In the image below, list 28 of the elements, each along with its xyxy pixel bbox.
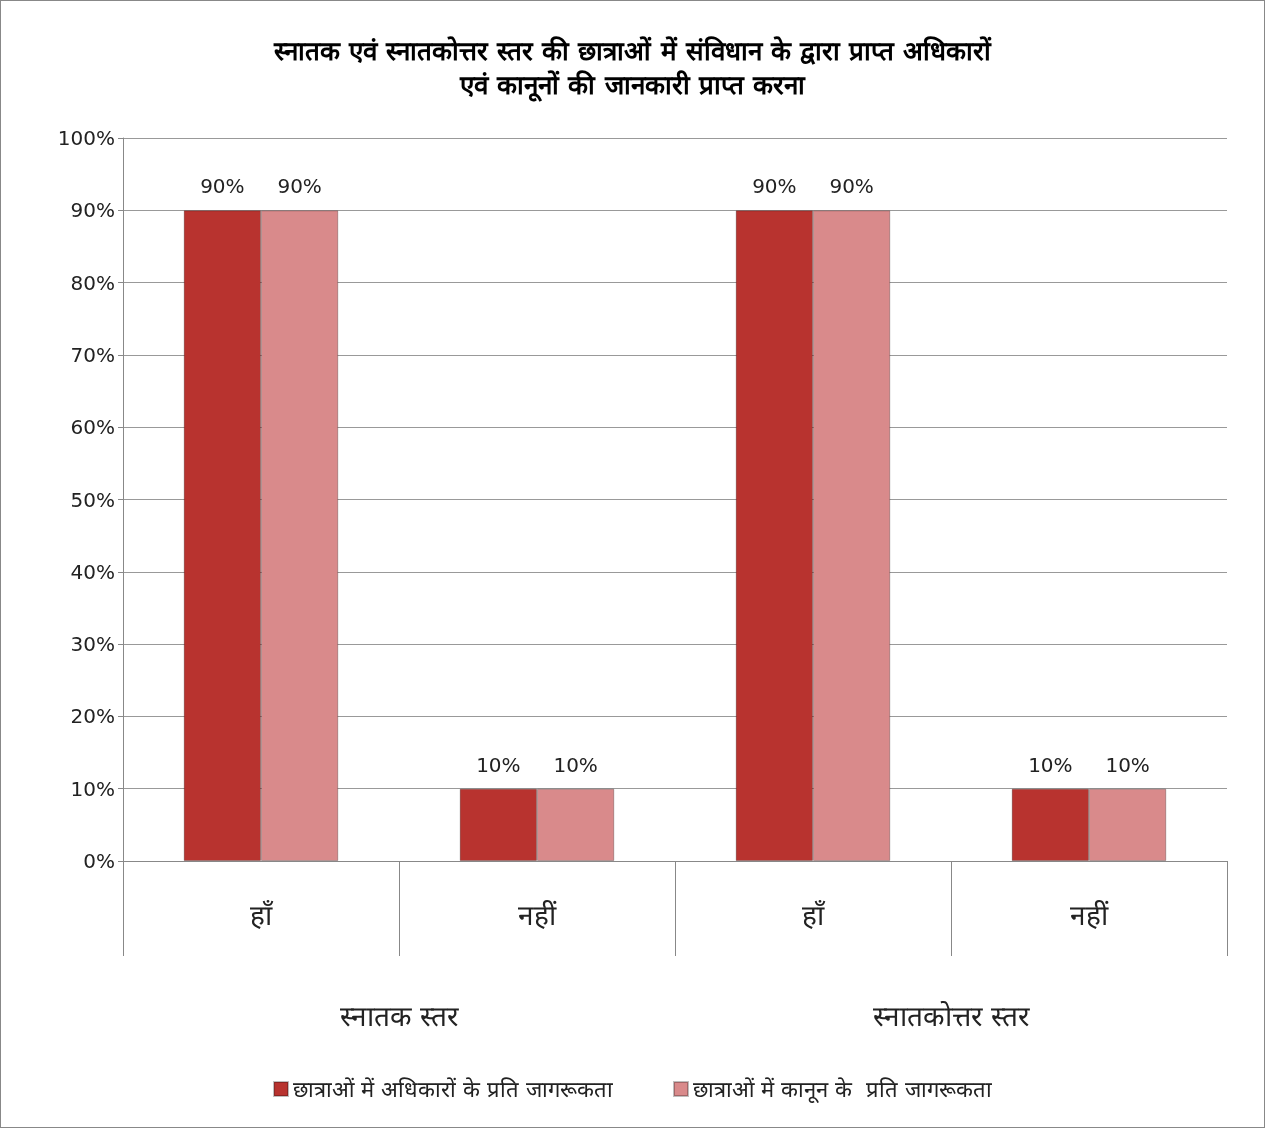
- y-tick-label: 100%: [57, 126, 115, 150]
- y-tick-label: 50%: [70, 487, 115, 512]
- y-tick-label: 10%: [70, 776, 115, 801]
- x-tick-label: हाँ: [802, 898, 826, 932]
- data-label: 90%: [200, 174, 245, 199]
- y-tick-label: 40%: [70, 559, 115, 584]
- chart-title: स्नातक एवं स्नातकोत्तर स्तर की छात्राओं में संविधान के द्वारा प्राप्त अधिकारों एवं कानूनों की जानकारी प्राप्त करना: [273, 36, 992, 102]
- y-tick-label: 0%: [83, 849, 115, 873]
- text: स्नातकोत्तर स्तर: [873, 999, 1030, 1033]
- data-label: 10%: [553, 752, 598, 777]
- y-tick-label: 30%: [70, 632, 115, 657]
- y-tick-label: 60%: [70, 415, 115, 440]
- data-label: 10%: [1105, 752, 1150, 777]
- legend-label: छात्राओं में कानून के प्रति जागरूकता: [693, 1076, 992, 1104]
- data-label: 10%: [1028, 752, 1073, 777]
- text: स्नातक स्तर: [339, 999, 460, 1033]
- data-label: 90%: [752, 174, 797, 199]
- y-tick-label: 20%: [70, 704, 115, 729]
- y-tick-label: 90%: [70, 198, 115, 223]
- x-tick-label: हाँ: [250, 898, 274, 932]
- data-label: 10%: [476, 752, 521, 777]
- x-tick-label: नहीं: [518, 898, 557, 932]
- y-tick-label: 80%: [70, 270, 115, 295]
- data-label: 90%: [829, 174, 874, 199]
- legend-label: छात्राओं में अधिकारों के प्रति जागरूकता: [293, 1076, 614, 1102]
- y-tick-label: 70%: [70, 342, 115, 367]
- data-label: 90%: [277, 174, 322, 199]
- x-tick-label: नहीं: [1070, 898, 1109, 932]
